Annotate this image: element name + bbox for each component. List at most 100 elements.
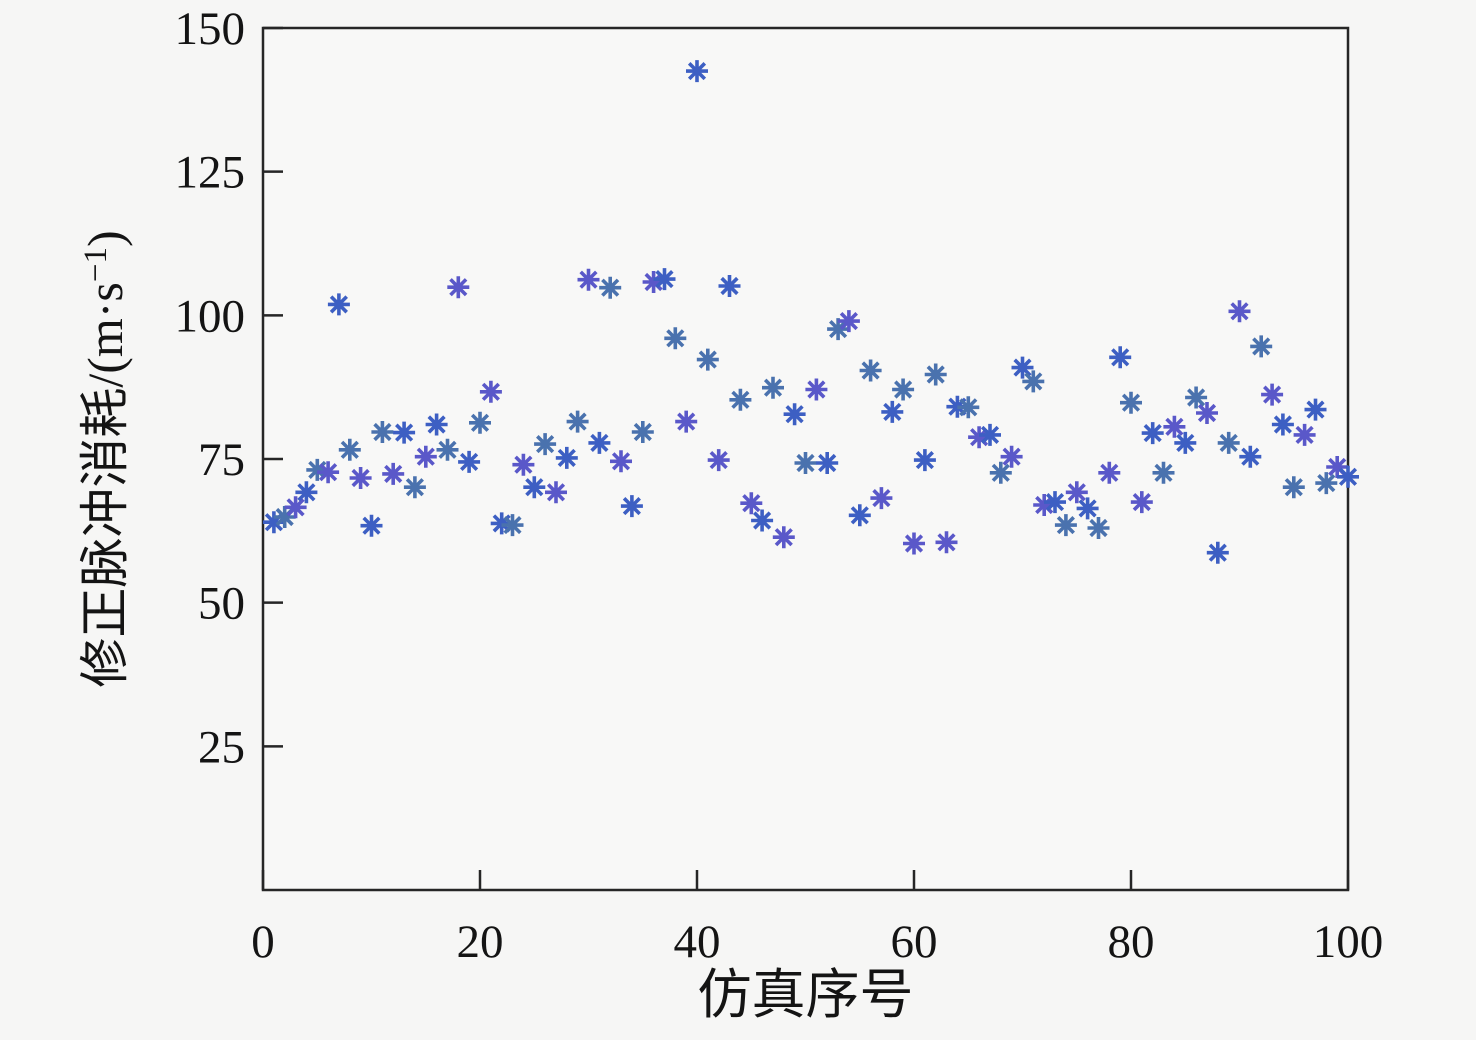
x-tick-label: 0 — [251, 916, 275, 968]
data-point-marker — [913, 449, 936, 472]
data-point-marker — [1152, 461, 1175, 484]
data-point-marker — [935, 531, 958, 554]
data-point-marker — [881, 400, 904, 423]
data-point-marker — [1130, 491, 1153, 514]
data-point-marker — [762, 376, 784, 399]
data-point-marker — [620, 495, 643, 518]
data-point-marker — [1228, 300, 1251, 323]
data-point-marker — [447, 276, 470, 299]
data-point-marker — [675, 410, 698, 433]
x-tick-label: 20 — [457, 916, 504, 968]
data-point-marker — [1054, 514, 1077, 537]
data-point-marker — [1141, 422, 1164, 445]
data-points — [262, 60, 1359, 564]
data-point-marker — [848, 504, 871, 527]
data-point-marker — [892, 378, 915, 401]
data-point-marker — [1271, 413, 1294, 436]
data-point-marker — [837, 310, 860, 333]
data-point-marker — [425, 413, 448, 436]
data-point-marker — [1076, 497, 1099, 520]
data-point-marker — [1098, 461, 1121, 484]
data-point-marker — [349, 467, 372, 489]
data-point-marker — [642, 271, 665, 293]
data-point-marker — [414, 445, 437, 468]
data-point-marker — [469, 411, 491, 434]
data-point-marker — [436, 438, 459, 461]
data-point-marker — [718, 275, 741, 297]
data-point-marker — [599, 276, 622, 299]
data-point-marker — [740, 492, 763, 515]
data-point-marker — [751, 509, 774, 532]
data-point-marker — [1304, 398, 1327, 421]
data-point-marker — [501, 514, 524, 537]
data-point-marker — [1000, 445, 1023, 468]
data-point-marker — [577, 268, 600, 291]
data-point-marker — [1033, 494, 1056, 516]
data-point-marker — [783, 403, 806, 426]
data-point-marker — [696, 348, 719, 371]
data-point-marker — [1011, 356, 1034, 379]
data-point-marker — [555, 446, 578, 469]
data-point-marker — [664, 327, 687, 350]
data-point-marker — [1120, 391, 1142, 414]
data-point-marker — [1174, 431, 1197, 454]
data-point-marker — [686, 60, 708, 83]
y-tick-label: 100 — [175, 290, 246, 342]
x-tick-label: 100 — [1313, 916, 1384, 968]
data-point-marker — [382, 462, 405, 485]
data-point-marker — [458, 450, 481, 473]
data-point-marker — [989, 461, 1012, 484]
data-point-marker — [816, 452, 839, 474]
data-point-marker — [1337, 465, 1359, 488]
x-tick-label: 80 — [1108, 916, 1155, 968]
data-point-marker — [479, 380, 502, 403]
data-point-marker — [295, 481, 318, 504]
data-point-marker — [1185, 386, 1208, 409]
data-point-marker — [631, 421, 654, 443]
data-point-marker — [1239, 445, 1262, 468]
data-point-marker — [1217, 431, 1240, 454]
x-axis-label: 仿真序号 — [698, 965, 914, 1025]
data-point-marker — [903, 532, 925, 555]
y-tick-label: 25 — [198, 721, 245, 773]
data-point-marker — [957, 396, 980, 419]
data-point-marker — [317, 461, 340, 484]
data-point-marker — [393, 421, 416, 444]
data-point-marker — [1065, 481, 1088, 504]
data-point-marker — [805, 378, 828, 401]
data-point-marker — [1087, 517, 1110, 539]
data-point-marker — [1196, 402, 1218, 424]
y-tick-label: 75 — [198, 434, 245, 486]
data-point-marker — [403, 476, 426, 499]
data-point-marker — [859, 359, 882, 382]
axis-ticks — [261, 26, 1350, 890]
data-point-marker — [794, 452, 817, 474]
data-point-marker — [653, 268, 676, 291]
data-point-marker — [1109, 346, 1132, 369]
data-point-marker — [1315, 472, 1338, 495]
data-point-marker — [870, 487, 893, 510]
data-point-marker — [1326, 456, 1349, 478]
data-point-marker — [545, 481, 567, 504]
data-point-marker — [566, 410, 589, 433]
data-point-marker — [827, 318, 850, 341]
data-point-marker — [1293, 423, 1316, 446]
y-tick-label: 50 — [198, 578, 245, 630]
data-point-marker — [588, 431, 611, 454]
data-point-marker — [1250, 335, 1273, 358]
data-point-marker — [1261, 383, 1284, 406]
data-point-marker — [1022, 370, 1045, 393]
data-point-marker — [1206, 541, 1229, 564]
data-point-marker — [707, 449, 730, 472]
data-point-marker — [979, 423, 1001, 446]
x-tick-label: 60 — [891, 916, 938, 968]
data-point-marker — [1282, 476, 1305, 499]
y-tick-label: 150 — [175, 3, 246, 55]
data-point-marker — [338, 438, 361, 461]
x-tick-label: 40 — [674, 916, 721, 968]
data-point-marker — [360, 514, 383, 537]
axes-box — [261, 26, 1350, 892]
data-point-marker — [523, 476, 546, 499]
